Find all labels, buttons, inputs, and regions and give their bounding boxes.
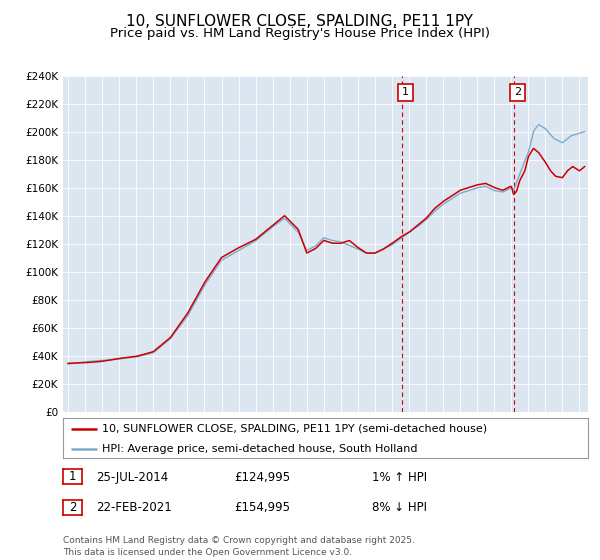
Text: £154,995: £154,995 — [234, 501, 290, 515]
Text: 2: 2 — [69, 501, 76, 514]
Text: 10, SUNFLOWER CLOSE, SPALDING, PE11 1PY: 10, SUNFLOWER CLOSE, SPALDING, PE11 1PY — [127, 14, 473, 29]
Text: Contains HM Land Registry data © Crown copyright and database right 2025.
This d: Contains HM Land Registry data © Crown c… — [63, 536, 415, 557]
Text: Price paid vs. HM Land Registry's House Price Index (HPI): Price paid vs. HM Land Registry's House … — [110, 27, 490, 40]
Text: £124,995: £124,995 — [234, 470, 290, 484]
Text: 1% ↑ HPI: 1% ↑ HPI — [372, 470, 427, 484]
Text: 1: 1 — [402, 87, 409, 97]
Text: HPI: Average price, semi-detached house, South Holland: HPI: Average price, semi-detached house,… — [103, 444, 418, 454]
Text: 2: 2 — [514, 87, 521, 97]
Text: 25-JUL-2014: 25-JUL-2014 — [96, 470, 168, 484]
Text: 10, SUNFLOWER CLOSE, SPALDING, PE11 1PY (semi-detached house): 10, SUNFLOWER CLOSE, SPALDING, PE11 1PY … — [103, 424, 487, 433]
Text: 22-FEB-2021: 22-FEB-2021 — [96, 501, 172, 515]
Text: 8% ↓ HPI: 8% ↓ HPI — [372, 501, 427, 515]
Text: 1: 1 — [69, 470, 76, 483]
